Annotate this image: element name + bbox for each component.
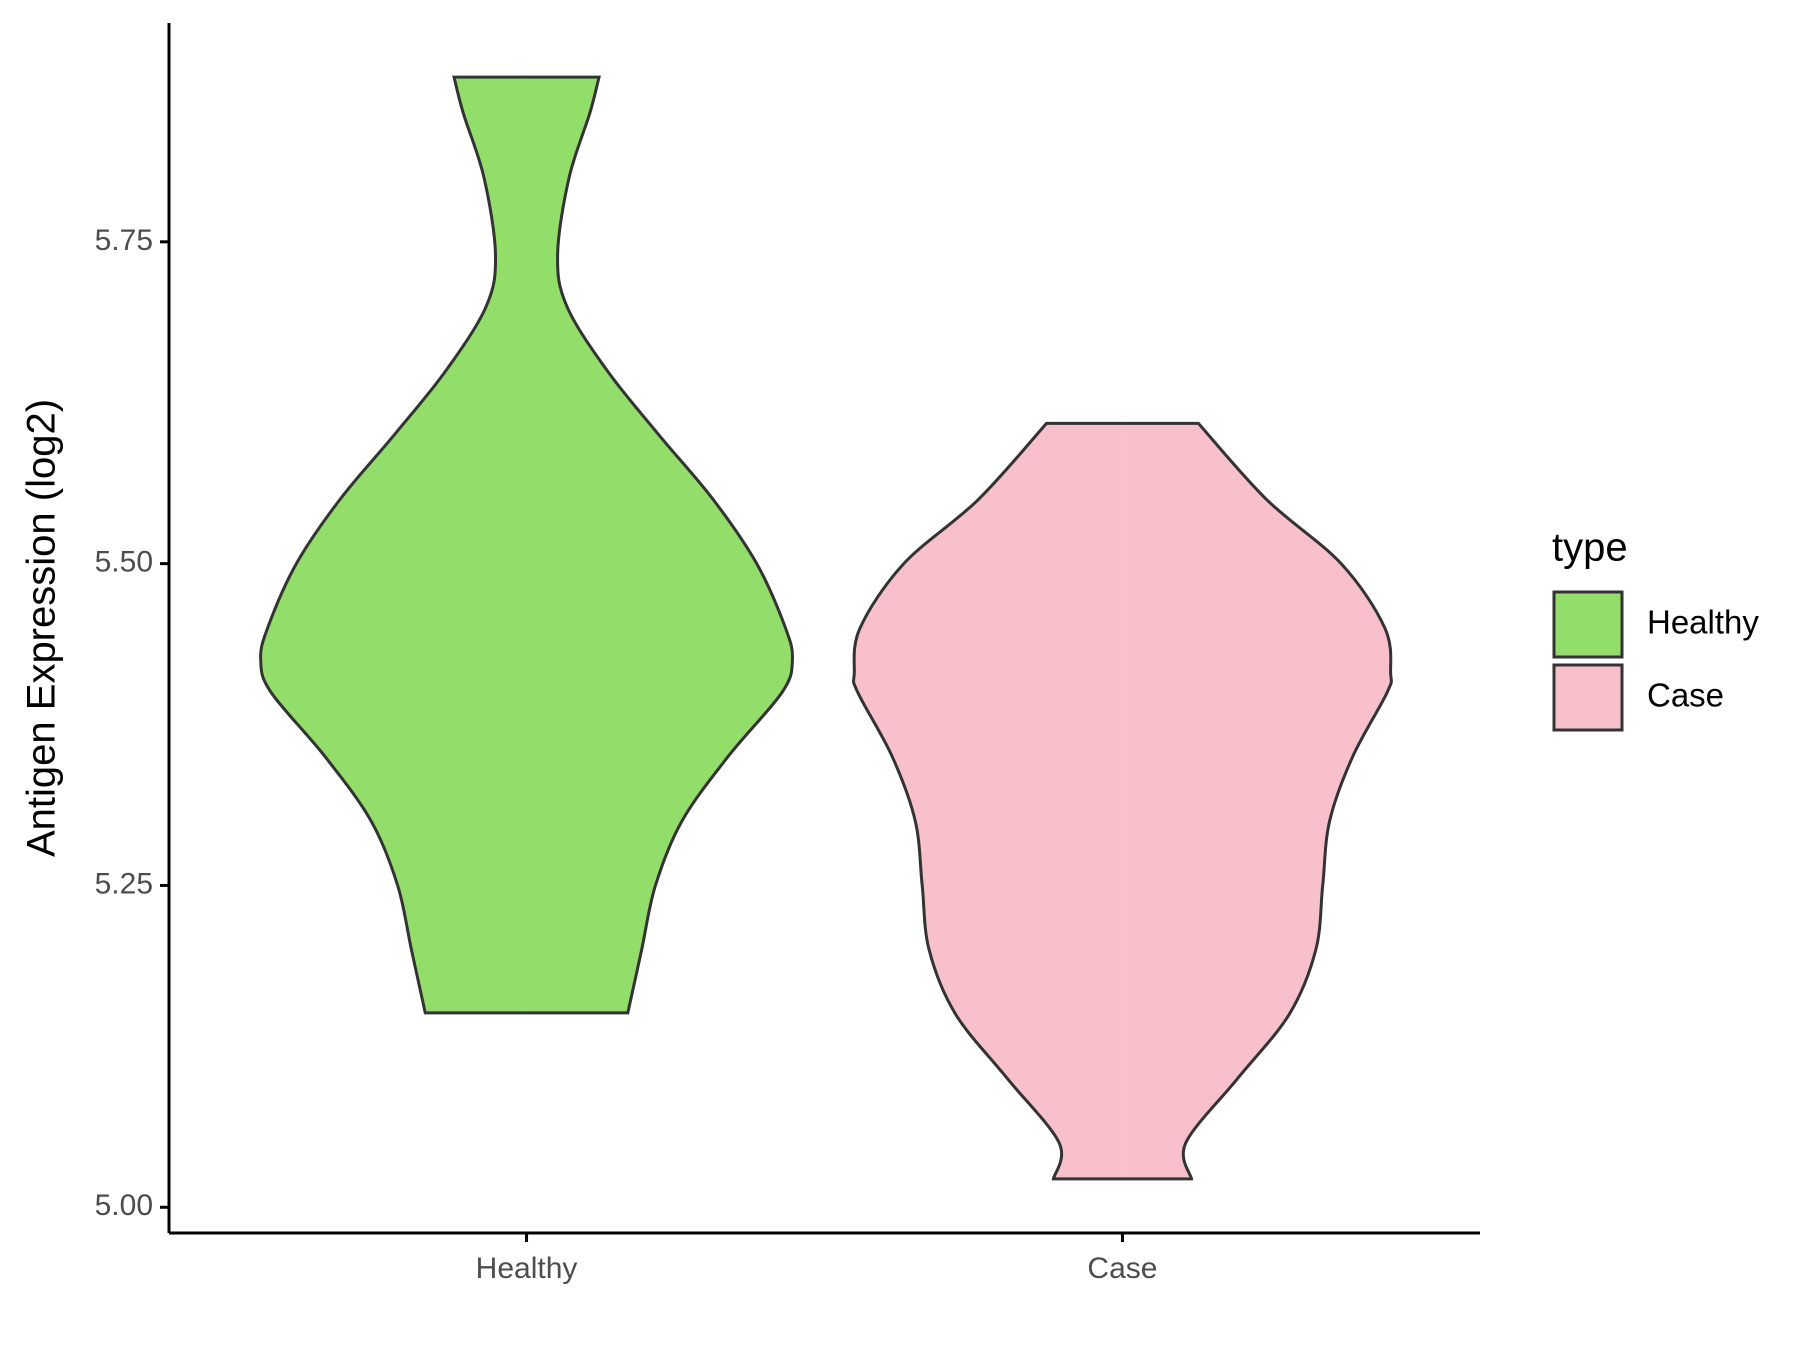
x-tick-label: Healthy bbox=[476, 1252, 578, 1285]
y-tick-label: 5.75 bbox=[95, 224, 153, 257]
x-tick-label: Case bbox=[1087, 1252, 1157, 1285]
violin-half bbox=[1122, 423, 1392, 1179]
legend-key bbox=[1552, 663, 1624, 732]
legend-label: Healthy bbox=[1647, 604, 1759, 641]
legend-title: type bbox=[1552, 526, 1628, 570]
y-tick-label: 5.00 bbox=[95, 1189, 153, 1222]
violin-outline bbox=[259, 75, 527, 1015]
violin-outline bbox=[526, 75, 795, 1015]
violin-half bbox=[260, 77, 527, 1013]
y-tick-label: 5.50 bbox=[95, 546, 153, 579]
y-axis-title: Antigen Expression (log2) bbox=[20, 399, 64, 857]
y-tick-label: 5.25 bbox=[95, 867, 153, 900]
legend-label: Case bbox=[1647, 677, 1724, 714]
violin-half bbox=[853, 423, 1123, 1179]
violin-outline bbox=[1122, 421, 1393, 1181]
violin-half bbox=[526, 77, 793, 1013]
legend-key bbox=[1552, 590, 1624, 659]
violin-outline bbox=[852, 421, 1123, 1181]
